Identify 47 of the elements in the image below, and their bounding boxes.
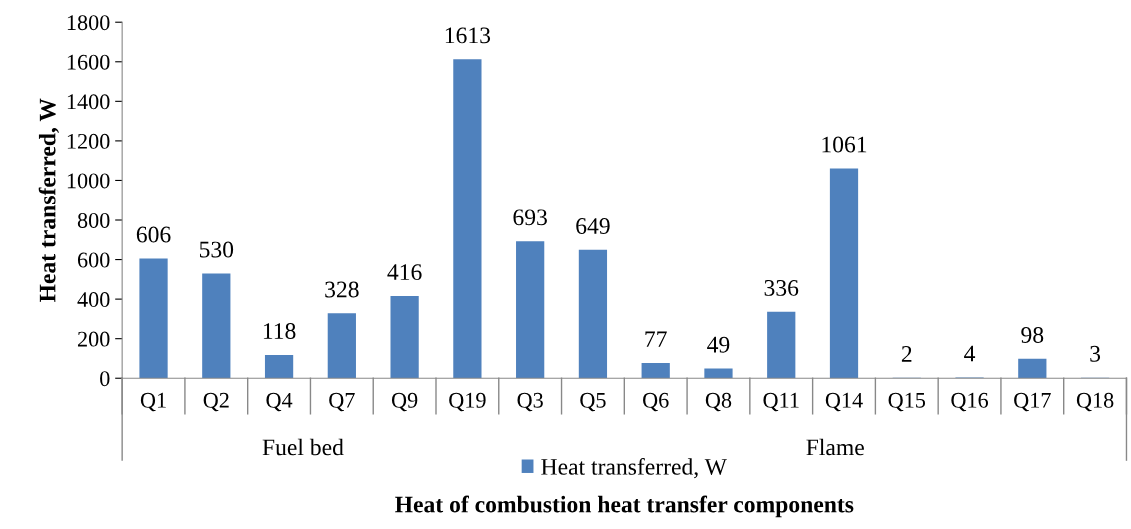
data-label: 1061 bbox=[822, 136, 867, 153]
x-tick-label: Q18 bbox=[1076, 392, 1114, 412]
data-label: 416 bbox=[387, 264, 422, 281]
y-tick-label: 1800 bbox=[67, 15, 110, 31]
x-tick-label: Q16 bbox=[951, 392, 989, 412]
x-tick-label: Q3 bbox=[517, 392, 543, 412]
legend-label: Heat transferred, W bbox=[541, 457, 727, 479]
x-tick-label: Q14 bbox=[825, 392, 863, 412]
x-tick-label: Q5 bbox=[580, 392, 606, 412]
data-label: 2 bbox=[901, 346, 912, 362]
data-label: 3 bbox=[1090, 345, 1101, 362]
y-tick-label: 600 bbox=[77, 252, 110, 268]
x-tick-label: Q1 bbox=[140, 392, 166, 412]
data-label: 649 bbox=[576, 218, 610, 234]
data-label: 4 bbox=[964, 345, 976, 362]
x-tick-label: Q17 bbox=[1014, 392, 1051, 412]
x-tick-label: Q7 bbox=[329, 392, 355, 412]
x-tick-label: Q4 bbox=[266, 392, 293, 412]
data-label: 530 bbox=[199, 241, 234, 258]
text: Flame bbox=[806, 438, 864, 456]
data-label: 606 bbox=[136, 226, 171, 243]
data-label: 77 bbox=[645, 331, 667, 347]
y-axis-title: Heat transferred, W bbox=[38, 98, 59, 303]
x-tick-label: Q19 bbox=[449, 392, 486, 412]
y-tick-label: 1000 bbox=[67, 173, 110, 189]
y-tick-label: 800 bbox=[77, 212, 110, 228]
data-label: 1613 bbox=[445, 27, 491, 44]
x-tick-label: Q8 bbox=[705, 392, 732, 412]
x-tick-label: Q9 bbox=[391, 392, 418, 412]
x-axis-title: Heat of combustion heat transfer components bbox=[395, 495, 854, 518]
data-label: 693 bbox=[513, 209, 547, 226]
y-tick-label: 1200 bbox=[67, 133, 110, 149]
y-tick-label: 0 bbox=[100, 371, 110, 387]
data-label: 49 bbox=[707, 336, 730, 353]
y-tick-label: 400 bbox=[77, 292, 110, 308]
x-tick-label: Q2 bbox=[203, 392, 229, 412]
text: Fuel bed bbox=[262, 438, 344, 456]
y-tick-label: 1400 bbox=[67, 94, 110, 110]
data-label: 118 bbox=[263, 323, 296, 339]
data-label: 328 bbox=[325, 281, 359, 298]
x-tick-label: Q11 bbox=[763, 392, 799, 412]
y-tick-label: 200 bbox=[77, 331, 110, 347]
data-label: 336 bbox=[764, 280, 799, 296]
x-tick-label: Q6 bbox=[643, 392, 669, 412]
x-tick-label: Q15 bbox=[888, 392, 926, 412]
y-tick-label: 1600 bbox=[67, 54, 110, 70]
data-label: 98 bbox=[1021, 327, 1044, 343]
